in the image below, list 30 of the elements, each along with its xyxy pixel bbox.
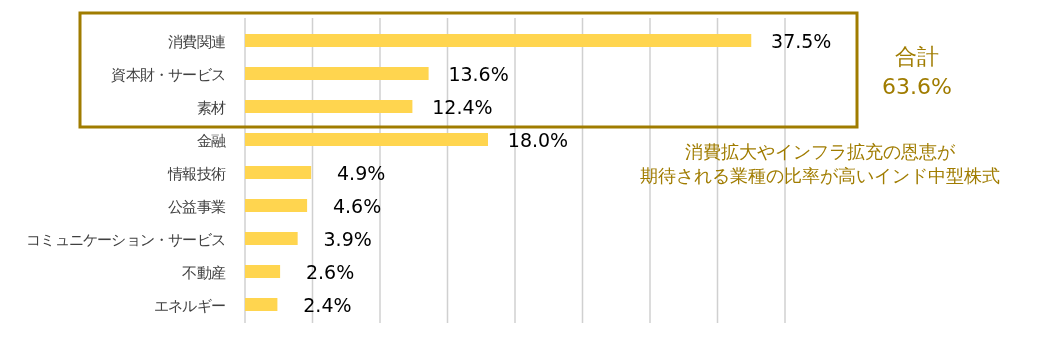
y-tick-label: コミュニケーション・サービス bbox=[26, 230, 225, 249]
data-label: 18.0% bbox=[507, 128, 569, 151]
bar bbox=[245, 232, 298, 245]
y-tick-label: 不動産 bbox=[182, 263, 226, 282]
data-label: 4.6% bbox=[332, 194, 382, 217]
bar bbox=[245, 34, 752, 47]
y-tick-label: 素材 bbox=[196, 98, 226, 117]
data-label: 2.4% bbox=[303, 293, 352, 316]
data-label: 3.9% bbox=[323, 227, 372, 250]
bar bbox=[245, 100, 413, 113]
text: 合計 63.6% bbox=[881, 43, 953, 101]
data-label: 2.6% bbox=[305, 260, 355, 283]
data-label: 37.5% bbox=[771, 29, 832, 52]
y-tick-label: 資本財・サービス bbox=[111, 65, 225, 84]
bar bbox=[245, 133, 488, 146]
data-label: 12.4% bbox=[432, 95, 493, 118]
bar bbox=[245, 166, 312, 179]
bar bbox=[245, 199, 308, 212]
y-tick-label: 金融 bbox=[196, 131, 226, 150]
y-tick-label: 消費関連 bbox=[168, 32, 226, 51]
bar bbox=[245, 265, 281, 278]
data-label: 4.9% bbox=[337, 161, 386, 184]
bar bbox=[245, 67, 429, 80]
y-tick-label: 公益事業 bbox=[168, 197, 226, 216]
y-tick-label: 情報技術 bbox=[167, 164, 226, 183]
y-tick-label: エネルギー bbox=[153, 296, 225, 315]
bar bbox=[245, 298, 278, 311]
annotation: 消費拡大やインフラ拡充の恩恵が bbox=[684, 140, 956, 164]
annotation: 期待される業種の比率が高いインド中型株式 bbox=[639, 164, 1001, 188]
data-label: 13.6% bbox=[448, 62, 509, 85]
